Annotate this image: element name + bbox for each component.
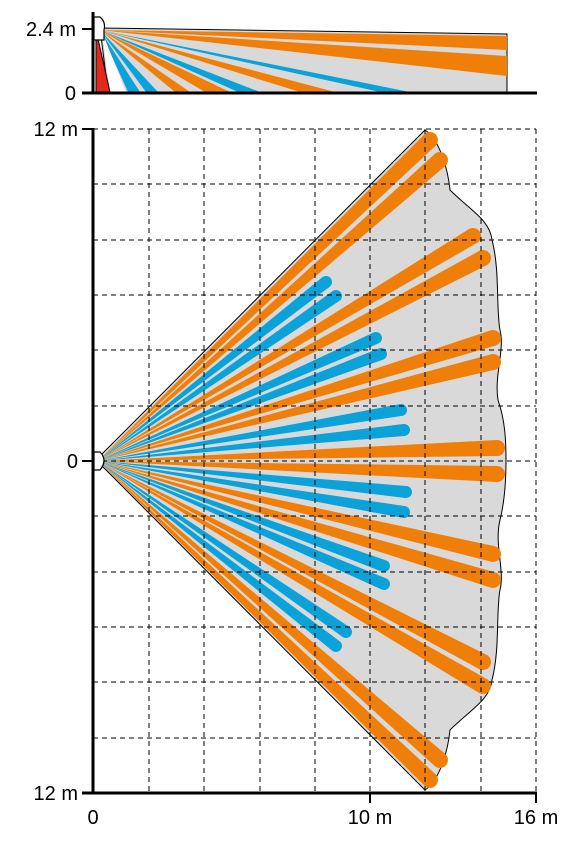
long-beam-11 (98, 461, 491, 694)
short-beam-10 (98, 461, 353, 639)
detector-top-icon (93, 451, 105, 471)
top-view: 12 m 0 12 m 0 10 m 16 m (34, 119, 559, 829)
short-beam-5 (98, 424, 411, 461)
long-beam-6 (98, 439, 505, 461)
side-short-beam-3 (100, 30, 158, 92)
side-short-beam-4 (100, 30, 140, 92)
side-long-beam-4 (100, 30, 230, 92)
detector-side-icon (93, 16, 106, 41)
long-beam-13 (98, 461, 438, 788)
short-beam-4 (98, 404, 408, 461)
long-beam-10 (98, 461, 491, 670)
grid (93, 128, 537, 793)
long-beam-7 (98, 461, 505, 482)
top-y-label-bottom: 12 m (34, 783, 78, 805)
short-beam-9 (98, 461, 390, 590)
side-short-beam-2 (100, 30, 260, 92)
long-beam-0 (98, 132, 438, 461)
long-beam-8 (98, 461, 501, 562)
long-beam-5 (98, 354, 501, 461)
short-beam-11 (98, 461, 342, 652)
short-beam-1 (98, 290, 342, 461)
long-beam-12 (98, 461, 448, 768)
short-beam-2 (98, 332, 382, 461)
side-long-beam-1 (100, 30, 507, 50)
short-beam-6 (98, 461, 412, 498)
side-y-label-bottom: 0 (65, 83, 76, 105)
long-beam-4 (98, 330, 501, 461)
long-beam-9 (98, 461, 501, 588)
top-x-label-16: 16 m (514, 807, 558, 829)
side-blind-gap (102, 32, 126, 92)
side-long-beam-2 (100, 30, 507, 76)
short-beam-0 (98, 276, 333, 461)
short-beam-7 (98, 461, 410, 518)
long-beam-2 (98, 228, 481, 461)
long-beam-1 (98, 152, 448, 462)
long-beam-3 (98, 250, 491, 461)
short-beam-8 (98, 461, 390, 572)
side-long-beam-3 (100, 30, 335, 92)
top-x-label-0: 0 (87, 807, 98, 829)
side-short-beam-1 (100, 30, 410, 92)
side-long-beam-5 (100, 30, 190, 92)
top-x-label-10: 10 m (348, 807, 392, 829)
side-view: 2.4 m 0 (26, 12, 537, 105)
side-y-label-top: 2.4 m (26, 19, 76, 41)
top-y-label-top: 12 m (34, 119, 78, 141)
top-y-label-mid: 0 (67, 451, 78, 473)
